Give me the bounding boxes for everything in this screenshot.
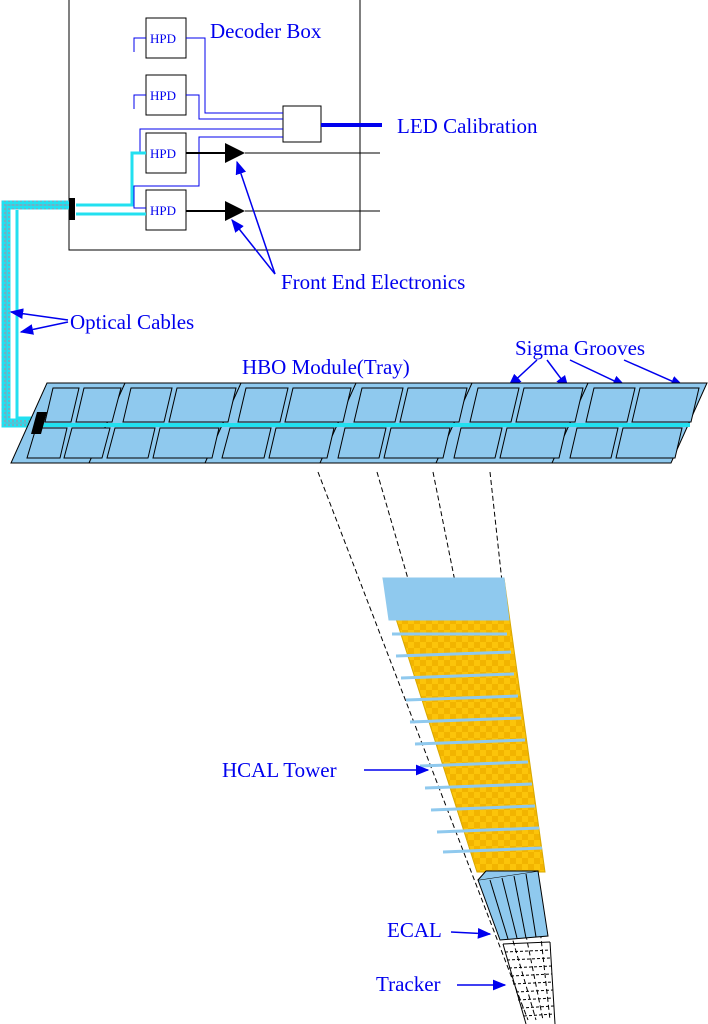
tray-tiles-bottom <box>26 427 683 459</box>
hcal-tower-label: HCAL Tower <box>222 758 337 782</box>
led-fibers <box>133 37 283 209</box>
tray-connector <box>31 412 47 434</box>
connector <box>69 198 75 220</box>
hpd-box <box>145 132 187 174</box>
hpd-label: HPD <box>150 203 176 218</box>
hbo-module-label: HBO Module(Tray) <box>242 355 410 379</box>
hpd-box <box>145 189 187 231</box>
optical-cables-label: Optical Cables <box>70 310 194 334</box>
sigma-grooves-label: Sigma Grooves <box>515 336 645 360</box>
tracker-label: Tracker <box>376 972 441 996</box>
decoder-box: Decoder Box HPD HPD HPD HPD <box>68 0 382 251</box>
tracker-layers <box>502 941 556 1024</box>
front-end-arrows <box>231 160 276 275</box>
led-calibration-label: LED Calibration <box>397 114 538 138</box>
tower-layers <box>392 632 543 854</box>
hpd-label: HPD <box>150 88 176 103</box>
hpd-box <box>145 17 187 59</box>
decoder-box-label: Decoder Box <box>210 19 322 43</box>
optical-cable-arrows <box>9 308 69 335</box>
hbo-tray <box>10 382 708 464</box>
hcal-tower <box>382 577 546 873</box>
ecal-arrow <box>450 927 492 939</box>
tray-tiles-top <box>44 387 700 423</box>
front-end-amplifiers <box>186 143 380 221</box>
led-box <box>282 105 322 143</box>
hpd-label: HPD <box>150 146 176 161</box>
hpd-label: HPD <box>150 31 176 46</box>
ecal-block <box>477 870 549 941</box>
ecal-label: ECAL <box>387 918 442 942</box>
front-end-electronics-label: Front End Electronics <box>281 270 465 294</box>
